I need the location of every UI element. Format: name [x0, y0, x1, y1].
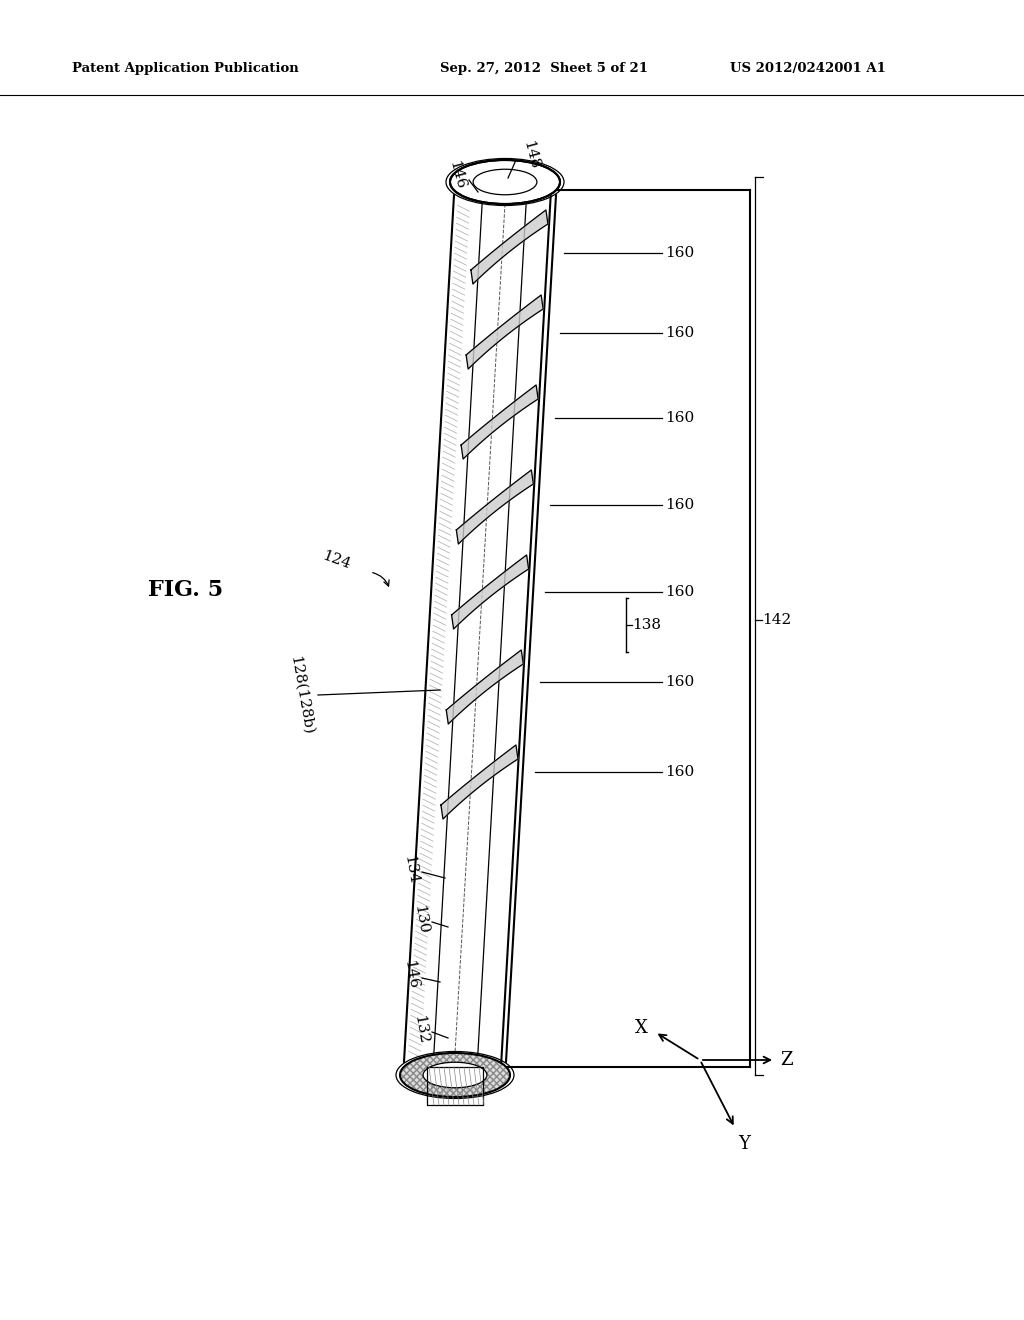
Polygon shape — [466, 294, 543, 370]
Text: 124: 124 — [319, 548, 352, 572]
Text: 146: 146 — [445, 160, 467, 191]
Text: 142: 142 — [762, 612, 792, 627]
Text: 160: 160 — [665, 246, 694, 260]
Text: 138: 138 — [632, 618, 662, 632]
Polygon shape — [461, 385, 539, 459]
Text: 160: 160 — [665, 585, 694, 599]
Polygon shape — [471, 210, 548, 284]
Polygon shape — [457, 470, 534, 544]
Polygon shape — [441, 744, 518, 818]
Ellipse shape — [450, 160, 560, 205]
Text: 134: 134 — [401, 854, 420, 886]
Text: 128(128b): 128(128b) — [288, 655, 315, 735]
Text: FIG. 5: FIG. 5 — [148, 579, 223, 601]
Text: Sep. 27, 2012  Sheet 5 of 21: Sep. 27, 2012 Sheet 5 of 21 — [440, 62, 648, 75]
Text: 132: 132 — [412, 1015, 430, 1045]
Text: Y: Y — [738, 1135, 750, 1152]
Text: 160: 160 — [665, 411, 694, 425]
Text: US 2012/0242001 A1: US 2012/0242001 A1 — [730, 62, 886, 75]
Text: 160: 160 — [665, 675, 694, 689]
Text: 160: 160 — [665, 326, 694, 341]
Text: Z: Z — [780, 1051, 793, 1069]
Text: 148: 148 — [520, 139, 541, 170]
Text: 160: 160 — [665, 766, 694, 779]
Polygon shape — [446, 649, 523, 723]
Ellipse shape — [400, 1053, 510, 1097]
Text: Patent Application Publication: Patent Application Publication — [72, 62, 299, 75]
Text: X: X — [635, 1019, 648, 1038]
Ellipse shape — [423, 1063, 486, 1088]
Ellipse shape — [450, 160, 560, 205]
Ellipse shape — [473, 169, 537, 195]
Text: 130: 130 — [412, 904, 430, 936]
Text: 146: 146 — [401, 960, 420, 990]
Text: 160: 160 — [665, 498, 694, 512]
Polygon shape — [452, 554, 528, 630]
